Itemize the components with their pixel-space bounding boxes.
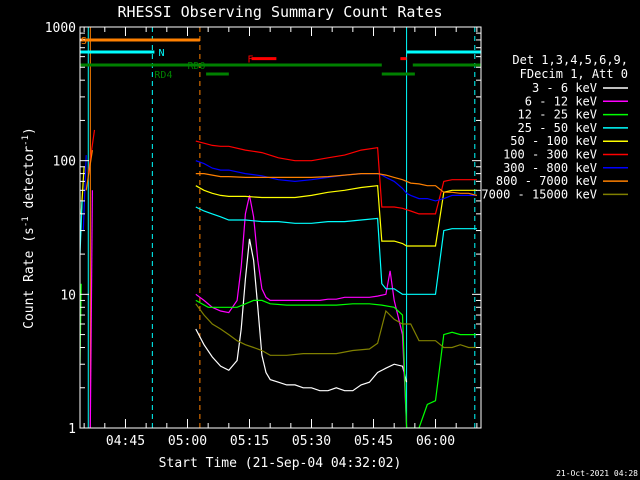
x-axis-label: Start Time (21-Sep-04 04:32:02) bbox=[159, 456, 402, 471]
plot-content bbox=[80, 27, 481, 428]
flag-label-s: S bbox=[81, 36, 87, 47]
y-label-sup2: -1 bbox=[21, 135, 31, 146]
legend-label-3: 25 - 50 keV bbox=[518, 121, 597, 135]
legend-label-7: 800 - 7000 keV bbox=[496, 174, 597, 188]
x-tick-label-2: 05:15 bbox=[230, 434, 269, 449]
series-line-7 bbox=[195, 173, 478, 196]
flag-label-rd4: RD4 bbox=[154, 70, 172, 81]
y-tick-label-2: 100 bbox=[53, 155, 76, 170]
series-line-3 bbox=[195, 206, 477, 295]
x-tick-label-0: 04:45 bbox=[106, 434, 145, 449]
y-label-tail: detector bbox=[22, 146, 37, 217]
legend-header-line1: Det 1,3,4,5,6,9, bbox=[512, 53, 628, 67]
y-tick-label-0: 1 bbox=[68, 422, 76, 437]
series-line-0 bbox=[195, 238, 408, 392]
early-spike-1 bbox=[85, 150, 93, 191]
legend-label-2: 12 - 25 keV bbox=[518, 108, 597, 122]
x-tick-label-1: 05:00 bbox=[168, 434, 207, 449]
series-line-5 bbox=[195, 140, 477, 215]
legend-label-4: 50 - 100 keV bbox=[510, 134, 597, 148]
y-label-close: ) bbox=[22, 127, 37, 135]
y-axis-label: Count Rate (s-1 detector-1) bbox=[21, 127, 37, 329]
legend-label-0: 3 - 6 keV bbox=[532, 81, 597, 95]
footer-date: 21-Oct-2021 04:28 bbox=[556, 469, 638, 478]
flag-labels: S N F RD0 RD4 bbox=[81, 36, 254, 81]
x-tick-label-5: 06:00 bbox=[416, 434, 455, 449]
x-axis: 04:45 05:00 05:15 05:30 05:45 06:00 bbox=[83, 27, 478, 449]
legend-label-8: 7000 - 15000 keV bbox=[481, 187, 597, 201]
early-spike-6 bbox=[89, 190, 93, 428]
y-tick-label-3: 1000 bbox=[45, 21, 76, 36]
x-tick-label-4: 05:45 bbox=[354, 434, 393, 449]
legend-label-1: 6 - 12 keV bbox=[525, 94, 597, 108]
series-line-8 bbox=[195, 303, 477, 356]
y-tick-label-1: 10 bbox=[60, 288, 76, 303]
y-label-main: Count Rate (s bbox=[22, 227, 37, 329]
y-axis: 1 10 100 1000 bbox=[45, 21, 481, 437]
flag-label-n: N bbox=[159, 48, 165, 59]
early-spike-2 bbox=[82, 155, 87, 231]
series-line-2 bbox=[195, 299, 477, 428]
x-tick-label-3: 05:30 bbox=[292, 434, 331, 449]
legend-label-5: 100 - 300 keV bbox=[503, 148, 597, 162]
chart-title: RHESSI Observing Summary Count Rates bbox=[117, 3, 442, 21]
flag-label-f: F bbox=[247, 55, 253, 66]
y-label-sup: -1 bbox=[21, 216, 31, 227]
series-line-1 bbox=[195, 195, 408, 428]
series-line-6 bbox=[195, 160, 477, 202]
series-line-4 bbox=[195, 185, 477, 247]
plot-frame bbox=[79, 26, 482, 429]
legend-header-line2: FDecim 1, Att 0 bbox=[520, 67, 628, 81]
legend-label-6: 300 - 800 keV bbox=[503, 161, 597, 175]
legend: Det 1,3,4,5,6,9, FDecim 1, Att 0 3 - 6 k… bbox=[481, 53, 628, 201]
flag-label-rd0: RD0 bbox=[187, 61, 205, 72]
plot-area bbox=[80, 27, 481, 428]
